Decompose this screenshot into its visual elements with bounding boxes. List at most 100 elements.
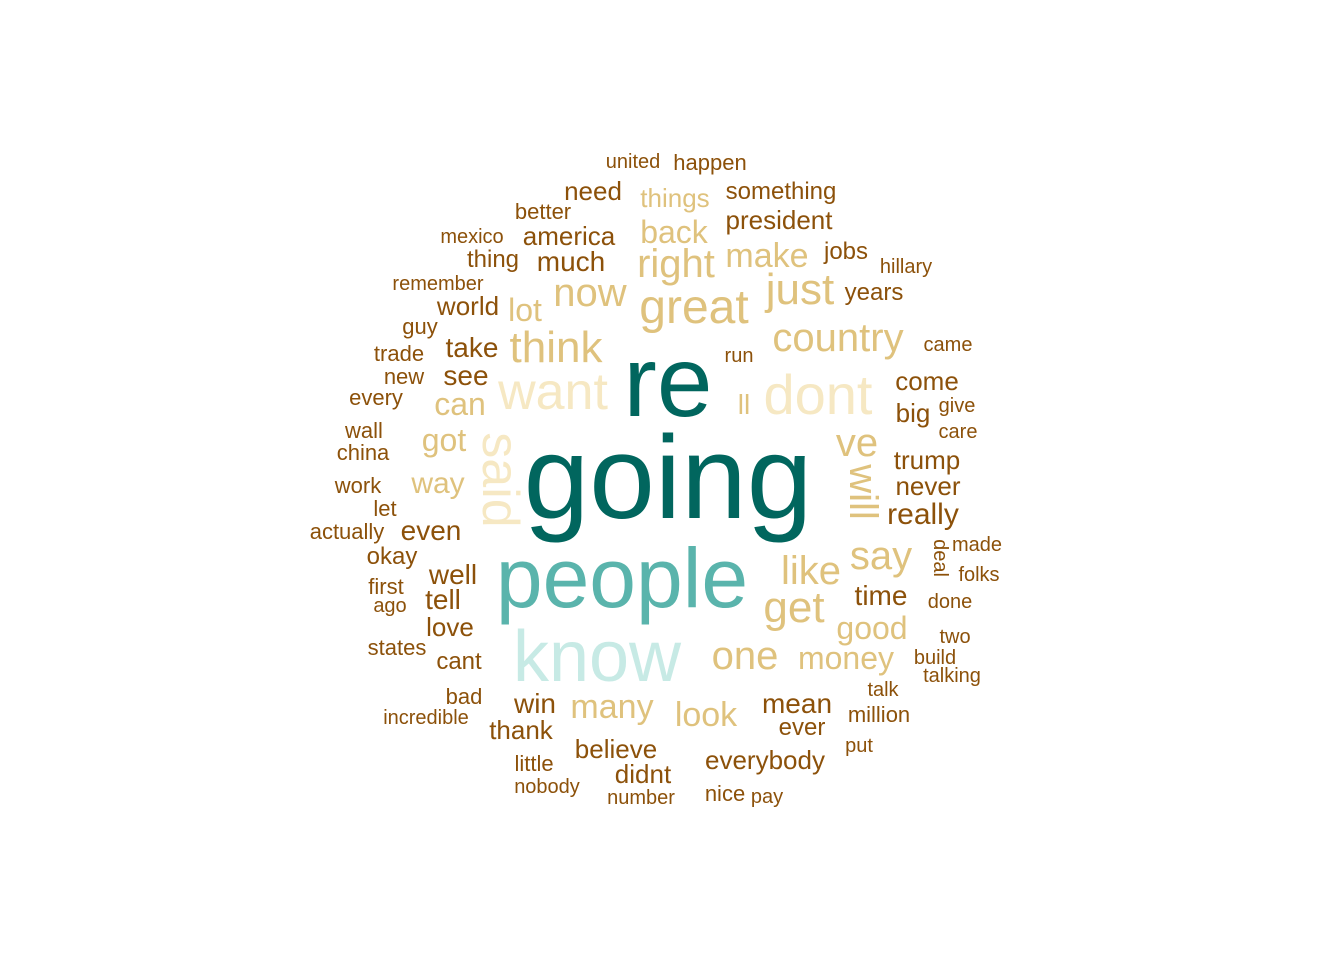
word-didnt: didnt bbox=[614, 759, 672, 789]
word-see: see bbox=[443, 360, 489, 391]
word-need: need bbox=[564, 176, 622, 206]
word-things: things bbox=[640, 183, 710, 213]
word-every: every bbox=[349, 385, 403, 410]
word-care: care bbox=[938, 421, 978, 443]
word-know: know bbox=[512, 617, 682, 697]
word-deal: deal bbox=[929, 539, 951, 577]
word-years: years bbox=[844, 279, 904, 306]
word-pay: pay bbox=[750, 786, 784, 808]
word-going: going bbox=[523, 412, 813, 544]
word-made: made bbox=[951, 534, 1003, 556]
word-world: world bbox=[436, 291, 500, 321]
word-folks: folks bbox=[958, 564, 1000, 586]
word-remember: remember bbox=[392, 273, 484, 295]
word-put: put bbox=[845, 735, 873, 757]
word-better: better bbox=[514, 199, 572, 224]
word-never: never bbox=[895, 471, 961, 501]
word-build: build bbox=[913, 647, 957, 669]
word-give: give bbox=[938, 395, 976, 417]
word-run: run bbox=[724, 345, 754, 367]
word-hillary: hillary bbox=[879, 256, 933, 278]
word-trump: trump bbox=[893, 445, 961, 475]
word-say: say bbox=[849, 534, 913, 578]
word-dont: dont bbox=[763, 363, 873, 426]
word-something: something bbox=[725, 178, 837, 205]
word-lot: lot bbox=[508, 292, 542, 328]
word-great: great bbox=[639, 281, 749, 334]
word-wall: wall bbox=[345, 418, 383, 443]
word-let: let bbox=[373, 496, 397, 521]
word-win: win bbox=[513, 688, 557, 719]
word-first: first bbox=[368, 574, 404, 599]
word-big: big bbox=[895, 398, 931, 428]
word-got: got bbox=[421, 422, 467, 458]
word-right: right bbox=[637, 242, 715, 286]
word-nobody: nobody bbox=[514, 776, 580, 798]
word-ll: ll bbox=[737, 389, 751, 420]
word-even: even bbox=[400, 515, 462, 546]
word-talking: talking bbox=[923, 665, 981, 687]
word-think: think bbox=[509, 323, 603, 372]
word-america: america bbox=[522, 221, 616, 251]
word-time: time bbox=[854, 580, 908, 611]
word-mean: mean bbox=[761, 688, 833, 719]
word-number: number bbox=[607, 787, 675, 809]
word-incredible: incredible bbox=[383, 707, 469, 729]
word-tell: tell bbox=[425, 584, 461, 615]
word-back: back bbox=[640, 214, 708, 250]
word-get: get bbox=[763, 583, 825, 632]
word-happen: happen bbox=[673, 150, 747, 175]
word-make: make bbox=[725, 237, 809, 275]
word-cant: cant bbox=[436, 648, 482, 675]
word-president: president bbox=[725, 205, 833, 235]
word-work: work bbox=[334, 473, 382, 498]
word-guy: guy bbox=[402, 314, 438, 339]
word-little: little bbox=[514, 751, 554, 776]
word-take: take bbox=[445, 332, 499, 363]
word-way: way bbox=[411, 467, 465, 500]
word-look: look bbox=[674, 696, 738, 734]
word-thing: thing bbox=[466, 246, 520, 273]
word-want: want bbox=[498, 363, 608, 421]
word-like: like bbox=[780, 549, 842, 593]
word-many: many bbox=[570, 688, 654, 726]
word-thank: thank bbox=[489, 715, 553, 745]
word-ever: ever bbox=[778, 714, 826, 741]
word-really: really bbox=[887, 498, 959, 531]
word-states: states bbox=[367, 635, 427, 660]
word-love: love bbox=[426, 612, 474, 642]
word-came: came bbox=[923, 334, 973, 356]
word-united: united bbox=[605, 151, 661, 173]
word-people: people bbox=[495, 531, 749, 625]
word-jobs: jobs bbox=[823, 238, 869, 265]
word-china: china bbox=[336, 440, 390, 465]
word-ago: ago bbox=[373, 595, 407, 617]
word-two: two bbox=[939, 626, 971, 648]
word-bad: bad bbox=[445, 684, 483, 709]
word-money: money bbox=[797, 640, 895, 676]
word-talk: talk bbox=[867, 679, 899, 701]
word-nice: nice bbox=[704, 781, 746, 806]
word-okay: okay bbox=[366, 543, 418, 570]
word-trade: trade bbox=[373, 341, 425, 366]
word-mexico: mexico bbox=[440, 226, 504, 248]
word-everybody: everybody bbox=[705, 745, 825, 775]
word-said: said bbox=[471, 432, 529, 528]
word-done: done bbox=[927, 591, 973, 613]
word-will: will bbox=[841, 464, 885, 520]
word-good: good bbox=[836, 610, 908, 646]
word-new: new bbox=[383, 364, 425, 389]
word-country: country bbox=[772, 316, 904, 360]
word-believe: believe bbox=[574, 734, 658, 764]
word-ve: ve bbox=[835, 421, 879, 465]
word-re: re bbox=[623, 326, 713, 438]
word-come: come bbox=[895, 366, 959, 396]
word-much: much bbox=[536, 246, 606, 277]
word-one: one bbox=[711, 634, 779, 678]
word-actually: actually bbox=[309, 519, 385, 544]
word-just: just bbox=[765, 265, 835, 314]
word-now: now bbox=[553, 271, 627, 315]
word-million: million bbox=[847, 702, 911, 727]
word-can: can bbox=[434, 386, 486, 422]
